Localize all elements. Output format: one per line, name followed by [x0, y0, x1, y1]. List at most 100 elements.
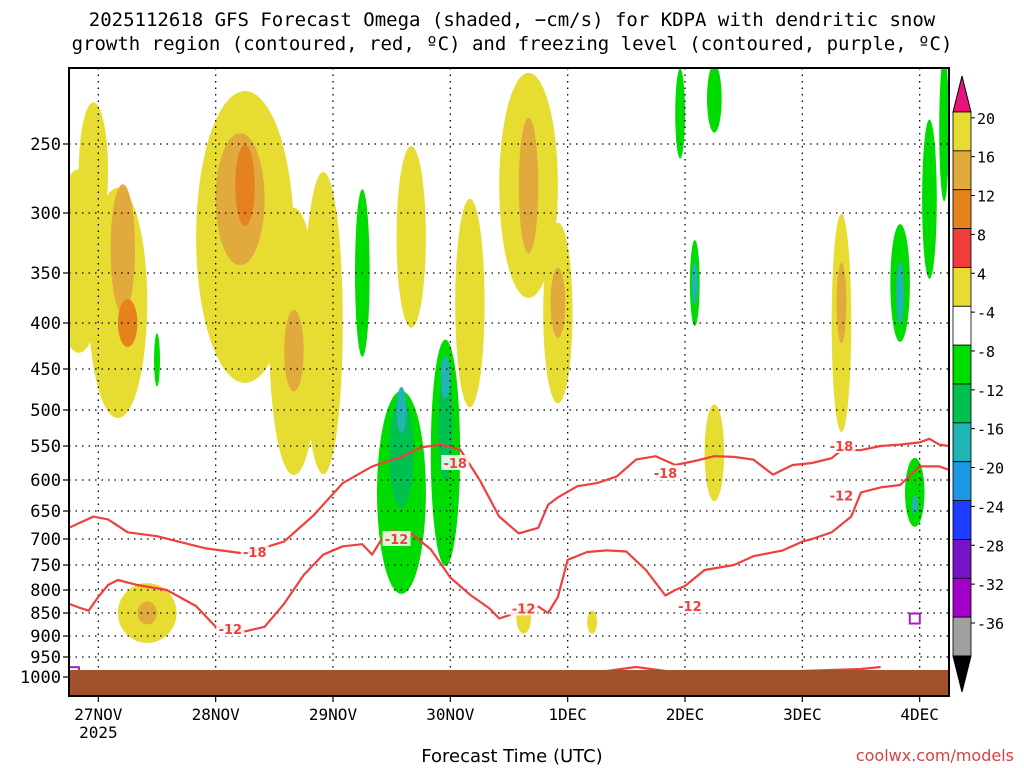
y-tick-label-700: 700: [30, 530, 61, 550]
omega-region-light_green: [675, 68, 685, 159]
plot-frame: [68, 67, 950, 697]
colorbar-bin-6: [952, 344, 972, 385]
y-tick-label-650: 650: [30, 502, 61, 522]
colorbar-bin-9: [952, 461, 972, 501]
colorbar-label-12: 12: [977, 188, 995, 206]
credit-text: coolwx.com/models: [855, 746, 1014, 765]
omega-region-light_green: [154, 333, 160, 387]
colorbar-label-4: 4: [977, 265, 986, 283]
omega-region-teal: [691, 262, 698, 304]
omega-region-light_orange: [836, 262, 847, 344]
colorbar: 20 16 12 8 4 -4 -8 -12 -16 -20 -24 -28 -32 -36: [952, 75, 1004, 693]
omega-region-teal: [440, 355, 451, 399]
omega-region-light_green: [939, 68, 949, 202]
colorbar-label-20: 20: [977, 110, 995, 128]
x-tick-label-28NOV: 28NOV: [192, 705, 241, 724]
y-axis-labels: 250 300 350 400 450 500 550 600 650 700 750 800 850 9…: [20, 135, 69, 688]
y-tick-label-950: 950: [30, 648, 61, 668]
y-tick-label-750: 750: [30, 556, 61, 576]
y-tick-label-450: 450: [30, 360, 61, 380]
contour-label-bg-1: [441, 455, 470, 470]
contour-label-bg-0: [240, 544, 269, 559]
y-tick-label-300: 300: [30, 204, 61, 224]
colorbar-label-16: 16: [977, 149, 995, 167]
x-tick-sublabel-27NOV: 2025: [79, 723, 118, 742]
contour-label-bg-7: [675, 598, 704, 614]
omega-region-yellow: [78, 102, 109, 241]
colorbar-top-arrow: [952, 75, 972, 113]
colorbar-bin-11: [952, 539, 972, 579]
colorbar-bottom-arrow: [952, 655, 972, 693]
chart-title-line-1: 2025112618 GFS Forecast Omega (shaded, −…: [88, 9, 936, 31]
omega-region-light_orange: [550, 268, 566, 338]
colorbar-label-8: 8: [977, 226, 986, 244]
contour-label-bg-3: [827, 438, 856, 453]
contour-label-bg-2: [651, 465, 680, 481]
colorbar-label--12: -12: [977, 382, 1004, 400]
y-tick-label-850: 850: [30, 604, 61, 624]
contour-label-8: -12: [830, 490, 854, 505]
colorbar-bin-8: [952, 422, 972, 463]
omega-region-yellow: [587, 610, 597, 634]
y-tick-label-350: 350: [30, 264, 61, 284]
colorbar-label--36: -36: [977, 615, 1004, 633]
colorbar-label--24: -24: [977, 498, 1004, 516]
colorbar-label--16: -16: [977, 421, 1004, 439]
omega-shading: [69, 68, 949, 643]
colorbar-label--4: -4: [977, 304, 995, 322]
colorbar-bin-0: [952, 111, 972, 152]
colorbar-bin-10: [952, 500, 972, 540]
colorbar-label--8: -8: [977, 343, 995, 361]
omega-region-light_green: [707, 68, 722, 133]
colorbar-bin-1: [952, 150, 972, 191]
colorbar-label--32: -32: [977, 576, 1004, 594]
colorbar-bin-13: [952, 616, 972, 657]
y-tick-label-400: 400: [30, 314, 61, 334]
contour-label-4: -12: [219, 623, 243, 638]
omega-region-light_orange: [110, 184, 135, 314]
contour-label-1: -18: [443, 457, 467, 472]
x-tick-label-3DEC: 3DEC: [783, 705, 822, 724]
omega-region-light_green: [922, 119, 937, 279]
x-tick-label-29NOV: 29NOV: [309, 705, 358, 724]
snow-contour--12-4: [69, 465, 949, 633]
contour-label-3: -18: [830, 440, 854, 455]
x-tick-label-4DEC: 4DEC: [900, 705, 939, 724]
colorbar-bin-5: [952, 305, 972, 346]
omega-region-green: [438, 368, 453, 481]
x-tick-label-27NOV: 27NOV: [74, 705, 123, 724]
colorbar-bin-3: [952, 228, 972, 268]
omega-region-orange: [235, 144, 255, 226]
contour-label-7: -12: [678, 600, 702, 615]
contour-label-2: -18: [654, 467, 678, 482]
x-tick-label-2DEC: 2DEC: [666, 705, 705, 724]
y-tick-label-500: 500: [30, 401, 61, 421]
omega-region-teal: [896, 262, 905, 324]
colorbar-bin-12: [952, 577, 972, 618]
contour-label-6: -12: [512, 602, 536, 617]
contour-label-bg-6: [509, 600, 538, 616]
omega-region-yellow: [704, 404, 725, 502]
contour-label-bg-8: [827, 487, 856, 503]
colorbar-bin-4: [952, 267, 972, 307]
omega-region-light_orange: [284, 309, 304, 392]
x-tick-label-1DEC: 1DEC: [548, 705, 587, 724]
freezing-level-marker-1: [908, 612, 921, 625]
gridlines: [69, 68, 949, 696]
omega-region-light_orange: [518, 117, 539, 254]
ground-layer: [69, 670, 949, 696]
colorbar-label--28: -28: [977, 537, 1004, 555]
colorbar-bin-2: [952, 189, 972, 229]
y-tick-label-600: 600: [30, 471, 61, 491]
colorbar-bin-7: [952, 383, 972, 424]
omega-region-yellow: [455, 198, 485, 408]
contour-label-0: -18: [243, 546, 267, 561]
y-tick-label-800: 800: [30, 581, 61, 601]
x-tick-label-30NOV: 30NOV: [426, 705, 475, 724]
contour-lines: -18 -18 -18 -18 -12 -12 -12 -12 -12: [69, 437, 949, 688]
omega-region-teal: [911, 495, 918, 514]
contour-label-5: -12: [385, 533, 409, 548]
y-tick-label-250: 250: [30, 135, 61, 155]
